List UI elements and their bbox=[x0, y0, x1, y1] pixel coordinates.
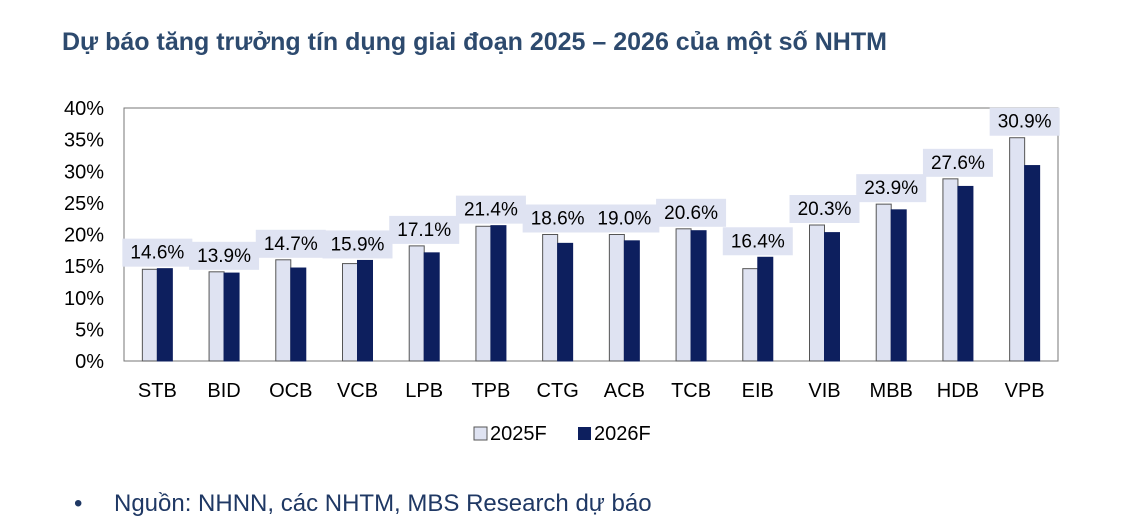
data-label: 27.6% bbox=[931, 153, 985, 174]
bar-2026f bbox=[357, 259, 373, 362]
bar-2026f bbox=[290, 267, 307, 362]
plot-area-border bbox=[123, 107, 1059, 362]
data-label-box bbox=[522, 204, 593, 233]
bar-2026f bbox=[890, 209, 907, 362]
bar-2025f bbox=[475, 225, 492, 362]
bar-2025f bbox=[1009, 137, 1026, 362]
y-tick-label: 40% bbox=[64, 98, 104, 120]
bar-2026f bbox=[490, 225, 507, 362]
bar-2025f bbox=[809, 224, 825, 362]
data-label-box bbox=[922, 148, 993, 177]
x-tick-label: ACB bbox=[604, 380, 645, 402]
x-tick-label: VIB bbox=[808, 380, 840, 402]
x-tick-label: MBB bbox=[870, 380, 913, 402]
data-label-box bbox=[189, 241, 260, 270]
data-label: 23.9% bbox=[864, 178, 918, 199]
x-tick-label: HDB bbox=[937, 380, 979, 402]
data-label-box bbox=[722, 227, 793, 256]
data-label-box bbox=[389, 215, 460, 244]
x-tick-label: TPB bbox=[471, 380, 510, 402]
bar-series bbox=[141, 137, 1041, 362]
y-tick-label: 15% bbox=[64, 256, 104, 278]
x-tick-label: TCB bbox=[671, 380, 711, 402]
bar-2025f bbox=[942, 178, 959, 362]
bar-2025f bbox=[208, 271, 225, 362]
bar-2026f bbox=[690, 230, 707, 362]
source-note: • Nguồn: NHNN, các NHTM, MBS Research dự … bbox=[74, 490, 652, 518]
x-tick-label: STB bbox=[138, 380, 177, 402]
data-label: 19.0% bbox=[597, 209, 651, 230]
x-tick-label: OCB bbox=[269, 380, 312, 402]
data-label: 14.7% bbox=[264, 234, 318, 255]
x-tick-label: BID bbox=[207, 380, 240, 402]
bar-2026f bbox=[623, 240, 640, 362]
bar-2025f bbox=[275, 259, 292, 362]
y-tick-label: 35% bbox=[64, 130, 104, 152]
y-tick-label: 30% bbox=[64, 161, 104, 183]
data-label-box bbox=[656, 198, 727, 227]
x-tick-label: VCB bbox=[337, 380, 378, 402]
bar-2025f bbox=[875, 203, 892, 362]
bar-2026f bbox=[824, 232, 840, 362]
data-label: 17.1% bbox=[397, 220, 451, 241]
data-label: 20.6% bbox=[664, 203, 718, 224]
data-label-box bbox=[589, 204, 660, 233]
y-axis: 0% 5% 10% 15% 20% 25% 30% 35% 40% bbox=[64, 98, 104, 373]
bar-2025f bbox=[675, 228, 692, 362]
y-tick-label: 25% bbox=[64, 193, 104, 215]
bullet-icon: • bbox=[74, 490, 83, 517]
data-label: 18.6% bbox=[531, 209, 585, 230]
x-tick-label: CTG bbox=[537, 380, 579, 402]
bar-2025f bbox=[342, 263, 358, 362]
source-text: Nguồn: NHNN, các NHTM, MBS Research dự b… bbox=[114, 490, 652, 517]
data-label: 30.9% bbox=[998, 112, 1052, 133]
bar-chart: 0% 5% 10% 15% 20% 25% 30% 35% 40% 14.6% 13.9% 14.7… bbox=[64, 98, 1060, 445]
y-tick-label: 0% bbox=[75, 351, 104, 373]
bar-2026f bbox=[1024, 165, 1041, 362]
y-tick-label: 20% bbox=[64, 225, 104, 247]
y-tick-label: 5% bbox=[75, 319, 104, 341]
data-label-box bbox=[789, 195, 860, 224]
y-tick-label: 10% bbox=[64, 288, 104, 310]
data-label: 15.9% bbox=[331, 234, 385, 255]
x-tick-label: VPB bbox=[1005, 380, 1045, 402]
bar-2025f bbox=[608, 234, 625, 362]
bar-2025f bbox=[408, 245, 425, 362]
bar-2025f bbox=[542, 234, 559, 362]
data-label-box bbox=[255, 229, 326, 258]
legend-label-2025f: 2025F bbox=[490, 423, 547, 445]
data-label-box bbox=[856, 174, 927, 203]
bar-2026f bbox=[156, 268, 173, 362]
data-label: 20.3% bbox=[798, 199, 852, 220]
bar-2026f bbox=[223, 272, 240, 362]
data-label-box bbox=[122, 238, 193, 267]
bar-2026f bbox=[957, 185, 974, 362]
data-label: 13.9% bbox=[197, 246, 251, 267]
chart-legend: 2025F 2026F bbox=[473, 423, 651, 445]
data-label-box bbox=[455, 195, 526, 224]
bar-2026f bbox=[423, 252, 440, 362]
x-axis: STB BID OCB VCB LPB TPB CTG ACB TCB EIB VIB MBB HDB V… bbox=[138, 380, 1045, 402]
legend-swatch-2025f bbox=[473, 426, 488, 441]
bar-2026f bbox=[557, 242, 574, 362]
data-label: 14.6% bbox=[130, 243, 184, 264]
bar-2025f bbox=[141, 268, 158, 362]
data-label-box bbox=[989, 107, 1060, 136]
x-tick-label: EIB bbox=[742, 380, 774, 402]
bar-2026f bbox=[757, 256, 774, 362]
data-labels: 14.6% 13.9% 14.7% 15.9% 17.1% 21.4% 18.6% 19.0%… bbox=[122, 107, 1060, 270]
data-label: 16.4% bbox=[731, 231, 785, 252]
data-label: 21.4% bbox=[464, 200, 518, 221]
data-label-box bbox=[322, 230, 393, 259]
bar-2025f bbox=[742, 268, 759, 362]
chart-title: Dự báo tăng trưởng tín dụng giai đoạn 20… bbox=[62, 28, 887, 56]
legend-swatch-2026f bbox=[578, 427, 591, 440]
legend-label-2026f: 2026F bbox=[594, 423, 651, 445]
x-tick-label: LPB bbox=[405, 380, 443, 402]
